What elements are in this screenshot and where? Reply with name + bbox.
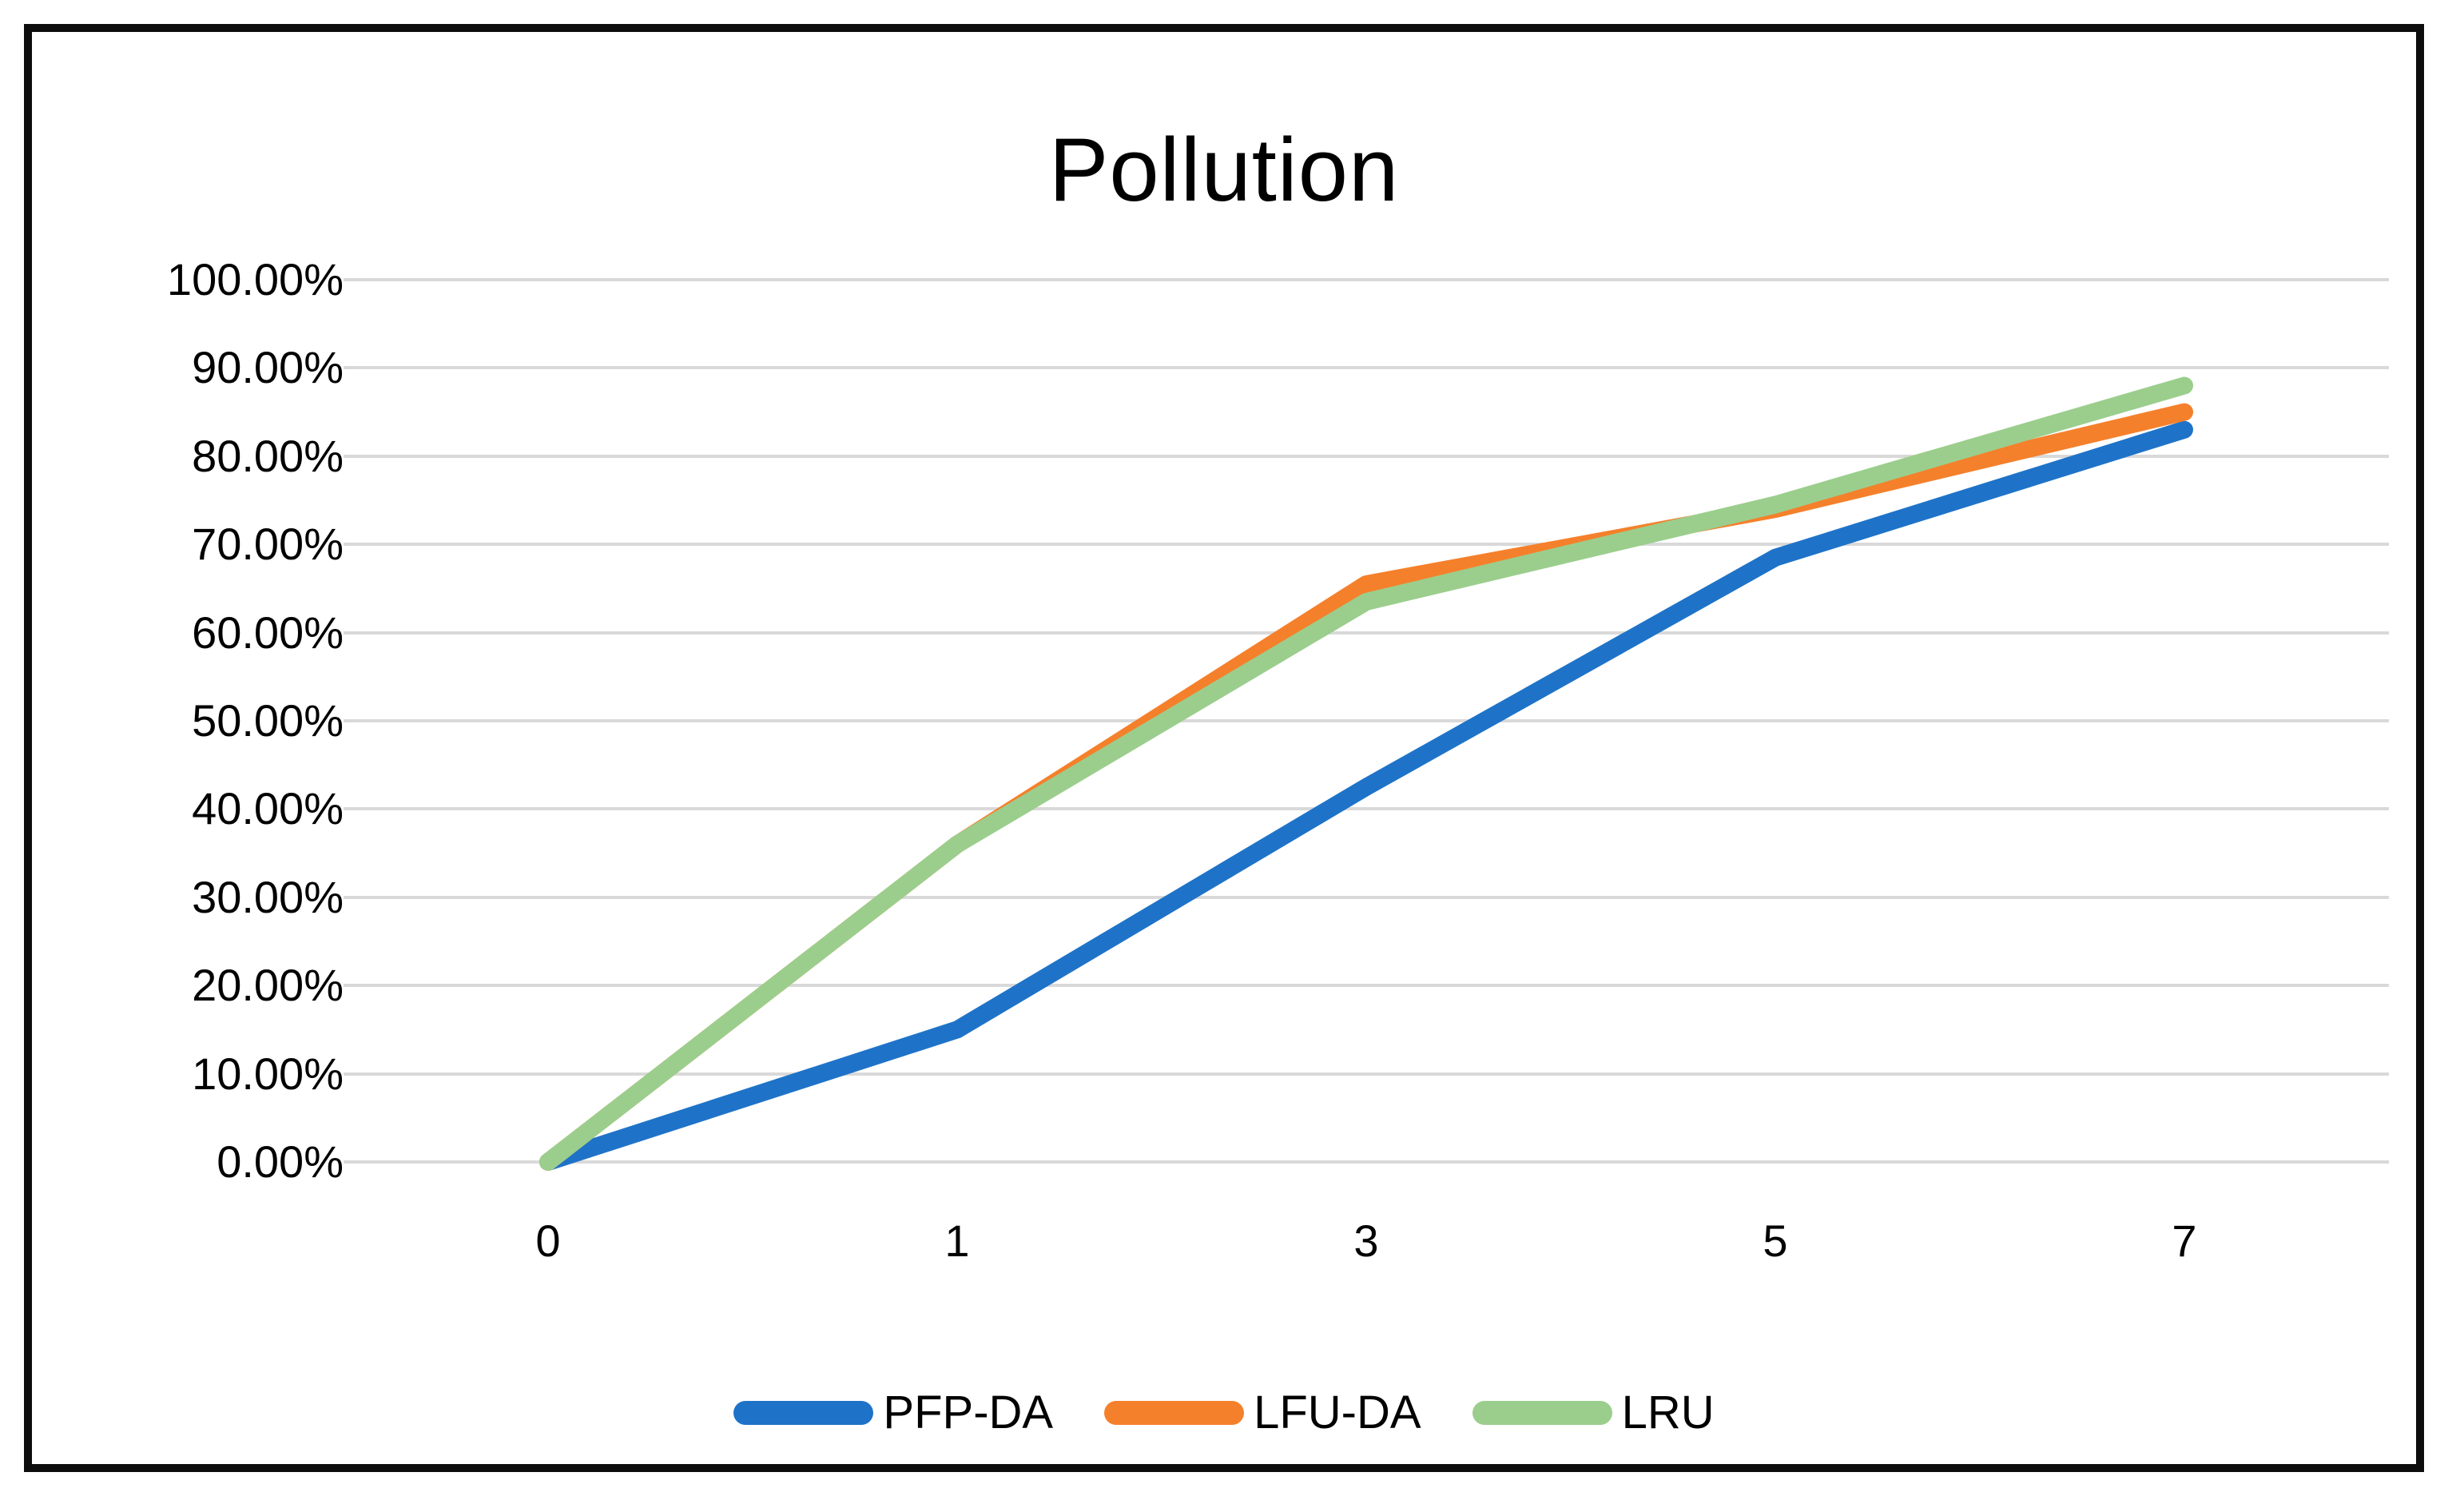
x-axis-label: 7: [2172, 1216, 2197, 1266]
y-axis-label: 0.00%: [217, 1136, 344, 1187]
y-axis-label: 90.00%: [192, 342, 344, 393]
legend-swatch-lfu-da: [1104, 1401, 1245, 1425]
x-axis-label: 5: [1763, 1216, 1788, 1266]
chart-frame[interactable]: Pollution 100.00% 90.00% 80.00% 70.00% 60.00…: [24, 24, 2424, 1472]
legend-item-lru: LRU: [1472, 1387, 1715, 1439]
legend-label: LRU: [1621, 1387, 1715, 1438]
x-axis-label: 3: [1353, 1216, 1379, 1266]
gridline: [344, 631, 2389, 635]
gridline: [344, 895, 2389, 899]
y-axis-label: 50.00%: [192, 695, 344, 746]
chart-title: Pollution: [1048, 120, 1400, 220]
gridline: [344, 1160, 2389, 1164]
legend-label: LFU-DA: [1254, 1387, 1421, 1438]
gridline: [344, 366, 2389, 370]
legend-label: PFP-DA: [883, 1387, 1054, 1438]
legend-item-lfu-da: LFU-DA: [1104, 1387, 1421, 1439]
y-axis-label: 70.00%: [192, 519, 344, 570]
y-axis-label: 10.00%: [192, 1048, 344, 1099]
y-axis-label: 80.00%: [192, 430, 344, 481]
gridline: [344, 719, 2389, 722]
legend-swatch-pfp-da: [733, 1401, 874, 1425]
legend-swatch-lru: [1472, 1401, 1612, 1425]
legend: PFP-DA LFU-DA LRU: [32, 1384, 2416, 1442]
gridline: [344, 543, 2389, 547]
gridline: [344, 278, 2389, 281]
gridline: [344, 1072, 2389, 1076]
y-axis-label: 100.00%: [166, 254, 344, 304]
gridline: [344, 807, 2389, 811]
y-axis-label: 40.00%: [192, 783, 344, 834]
y-axis-label: 60.00%: [192, 607, 344, 658]
y-axis-label: 30.00%: [192, 871, 344, 922]
gridline: [344, 984, 2389, 988]
legend-item-pfp-da: PFP-DA: [733, 1387, 1053, 1439]
x-axis-label: 0: [535, 1216, 561, 1266]
y-axis-label: 20.00%: [192, 960, 344, 1011]
gridline: [344, 454, 2389, 458]
x-axis-label: 1: [944, 1216, 970, 1266]
